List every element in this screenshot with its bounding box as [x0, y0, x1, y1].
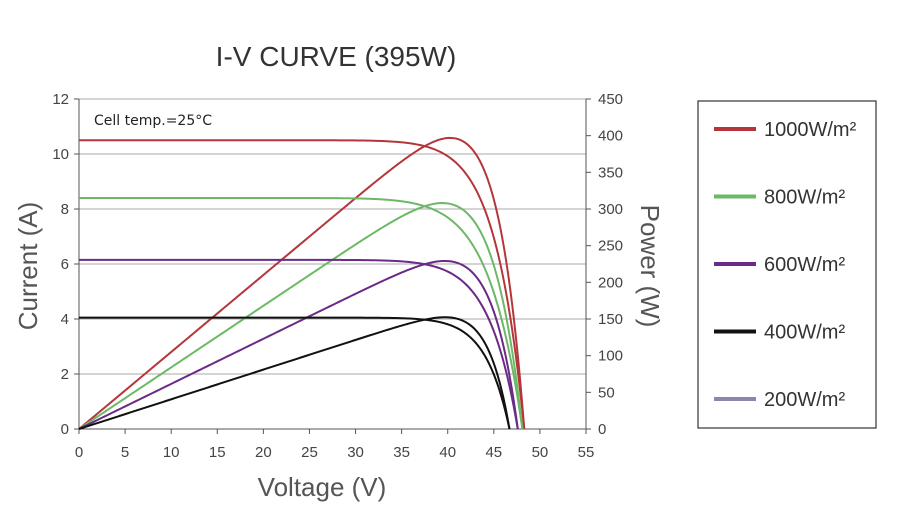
y-tick-label-4: 4 [61, 311, 69, 328]
legend-label-200w-m-: 200W/m² [764, 389, 845, 411]
power-curve-1000w-m- [78, 136, 526, 430]
y-tick-label-2: 2 [61, 366, 69, 383]
legend: 1000W/m² 800W/m² 600W/m² 400W/m² 200W/m² [697, 100, 877, 429]
grid [79, 98, 586, 375]
iv-curve-400w-m- [79, 316, 511, 430]
curves [78, 136, 526, 430]
y2-tick-label-100: 100 [598, 348, 623, 365]
y2-tick-label-350: 350 [598, 164, 623, 181]
x-tick-label-0: 0 [75, 444, 83, 461]
y-tick-label-8: 8 [61, 201, 69, 218]
power-curve-600w-m- [78, 259, 519, 430]
x-tick-label-15: 15 [209, 444, 226, 461]
legend-label-800w-m-: 800W/m² [764, 187, 845, 209]
iv-curve-800w-m- [79, 197, 524, 430]
tick-labels: 0 2 4 6 8 10 12 0 50 100 150 200 250 300 350 400 450 0 5 10… [52, 91, 623, 461]
x-tick-label-50: 50 [532, 444, 549, 461]
y-tick-label-6: 6 [61, 256, 69, 273]
x-tick-label-30: 30 [347, 444, 364, 461]
y2-tick-label-300: 300 [598, 201, 623, 218]
x-tick-label-55: 55 [578, 444, 595, 461]
y2-tick-label-200: 200 [598, 274, 623, 291]
cell-temp-annotation: Cell temp.=25°C [94, 113, 212, 129]
legend-label-600w-m-: 600W/m² [764, 254, 845, 276]
x-tick-label-10: 10 [163, 444, 180, 461]
x-axis-label: Voltage (V) [258, 472, 387, 502]
y2-tick-label-250: 250 [598, 238, 623, 255]
y2-tick-label-150: 150 [598, 311, 623, 328]
y2-tick-label-450: 450 [598, 91, 623, 108]
x-tick-label-20: 20 [255, 444, 272, 461]
x-tick-label-45: 45 [485, 444, 502, 461]
y2-tick-label-0: 0 [598, 421, 606, 438]
legend-label-1000w-m-: 1000W/m² [764, 119, 857, 141]
y2-tick-label-50: 50 [598, 384, 615, 401]
legend-label-400w-m-: 400W/m² [764, 322, 845, 344]
iv-curve-600w-m- [79, 258, 519, 430]
chart-title: I-V CURVE (395W) [216, 41, 457, 72]
iv-curve-1000w-m- [79, 139, 526, 430]
y2-axis-label: Power (W) [635, 205, 665, 328]
x-tick-label-35: 35 [393, 444, 410, 461]
power-curve-800w-m- [78, 202, 524, 430]
y-axis-label: Current (A) [13, 202, 43, 331]
y2-tick-label-400: 400 [598, 128, 623, 145]
y-tick-label-0: 0 [61, 421, 69, 438]
x-tick-label-25: 25 [301, 444, 318, 461]
y-tick-label-10: 10 [52, 146, 69, 163]
power-curve-400w-m- [78, 316, 511, 430]
x-tick-label-40: 40 [439, 444, 456, 461]
y-tick-label-12: 12 [52, 91, 69, 108]
x-tick-label-5: 5 [121, 444, 129, 461]
